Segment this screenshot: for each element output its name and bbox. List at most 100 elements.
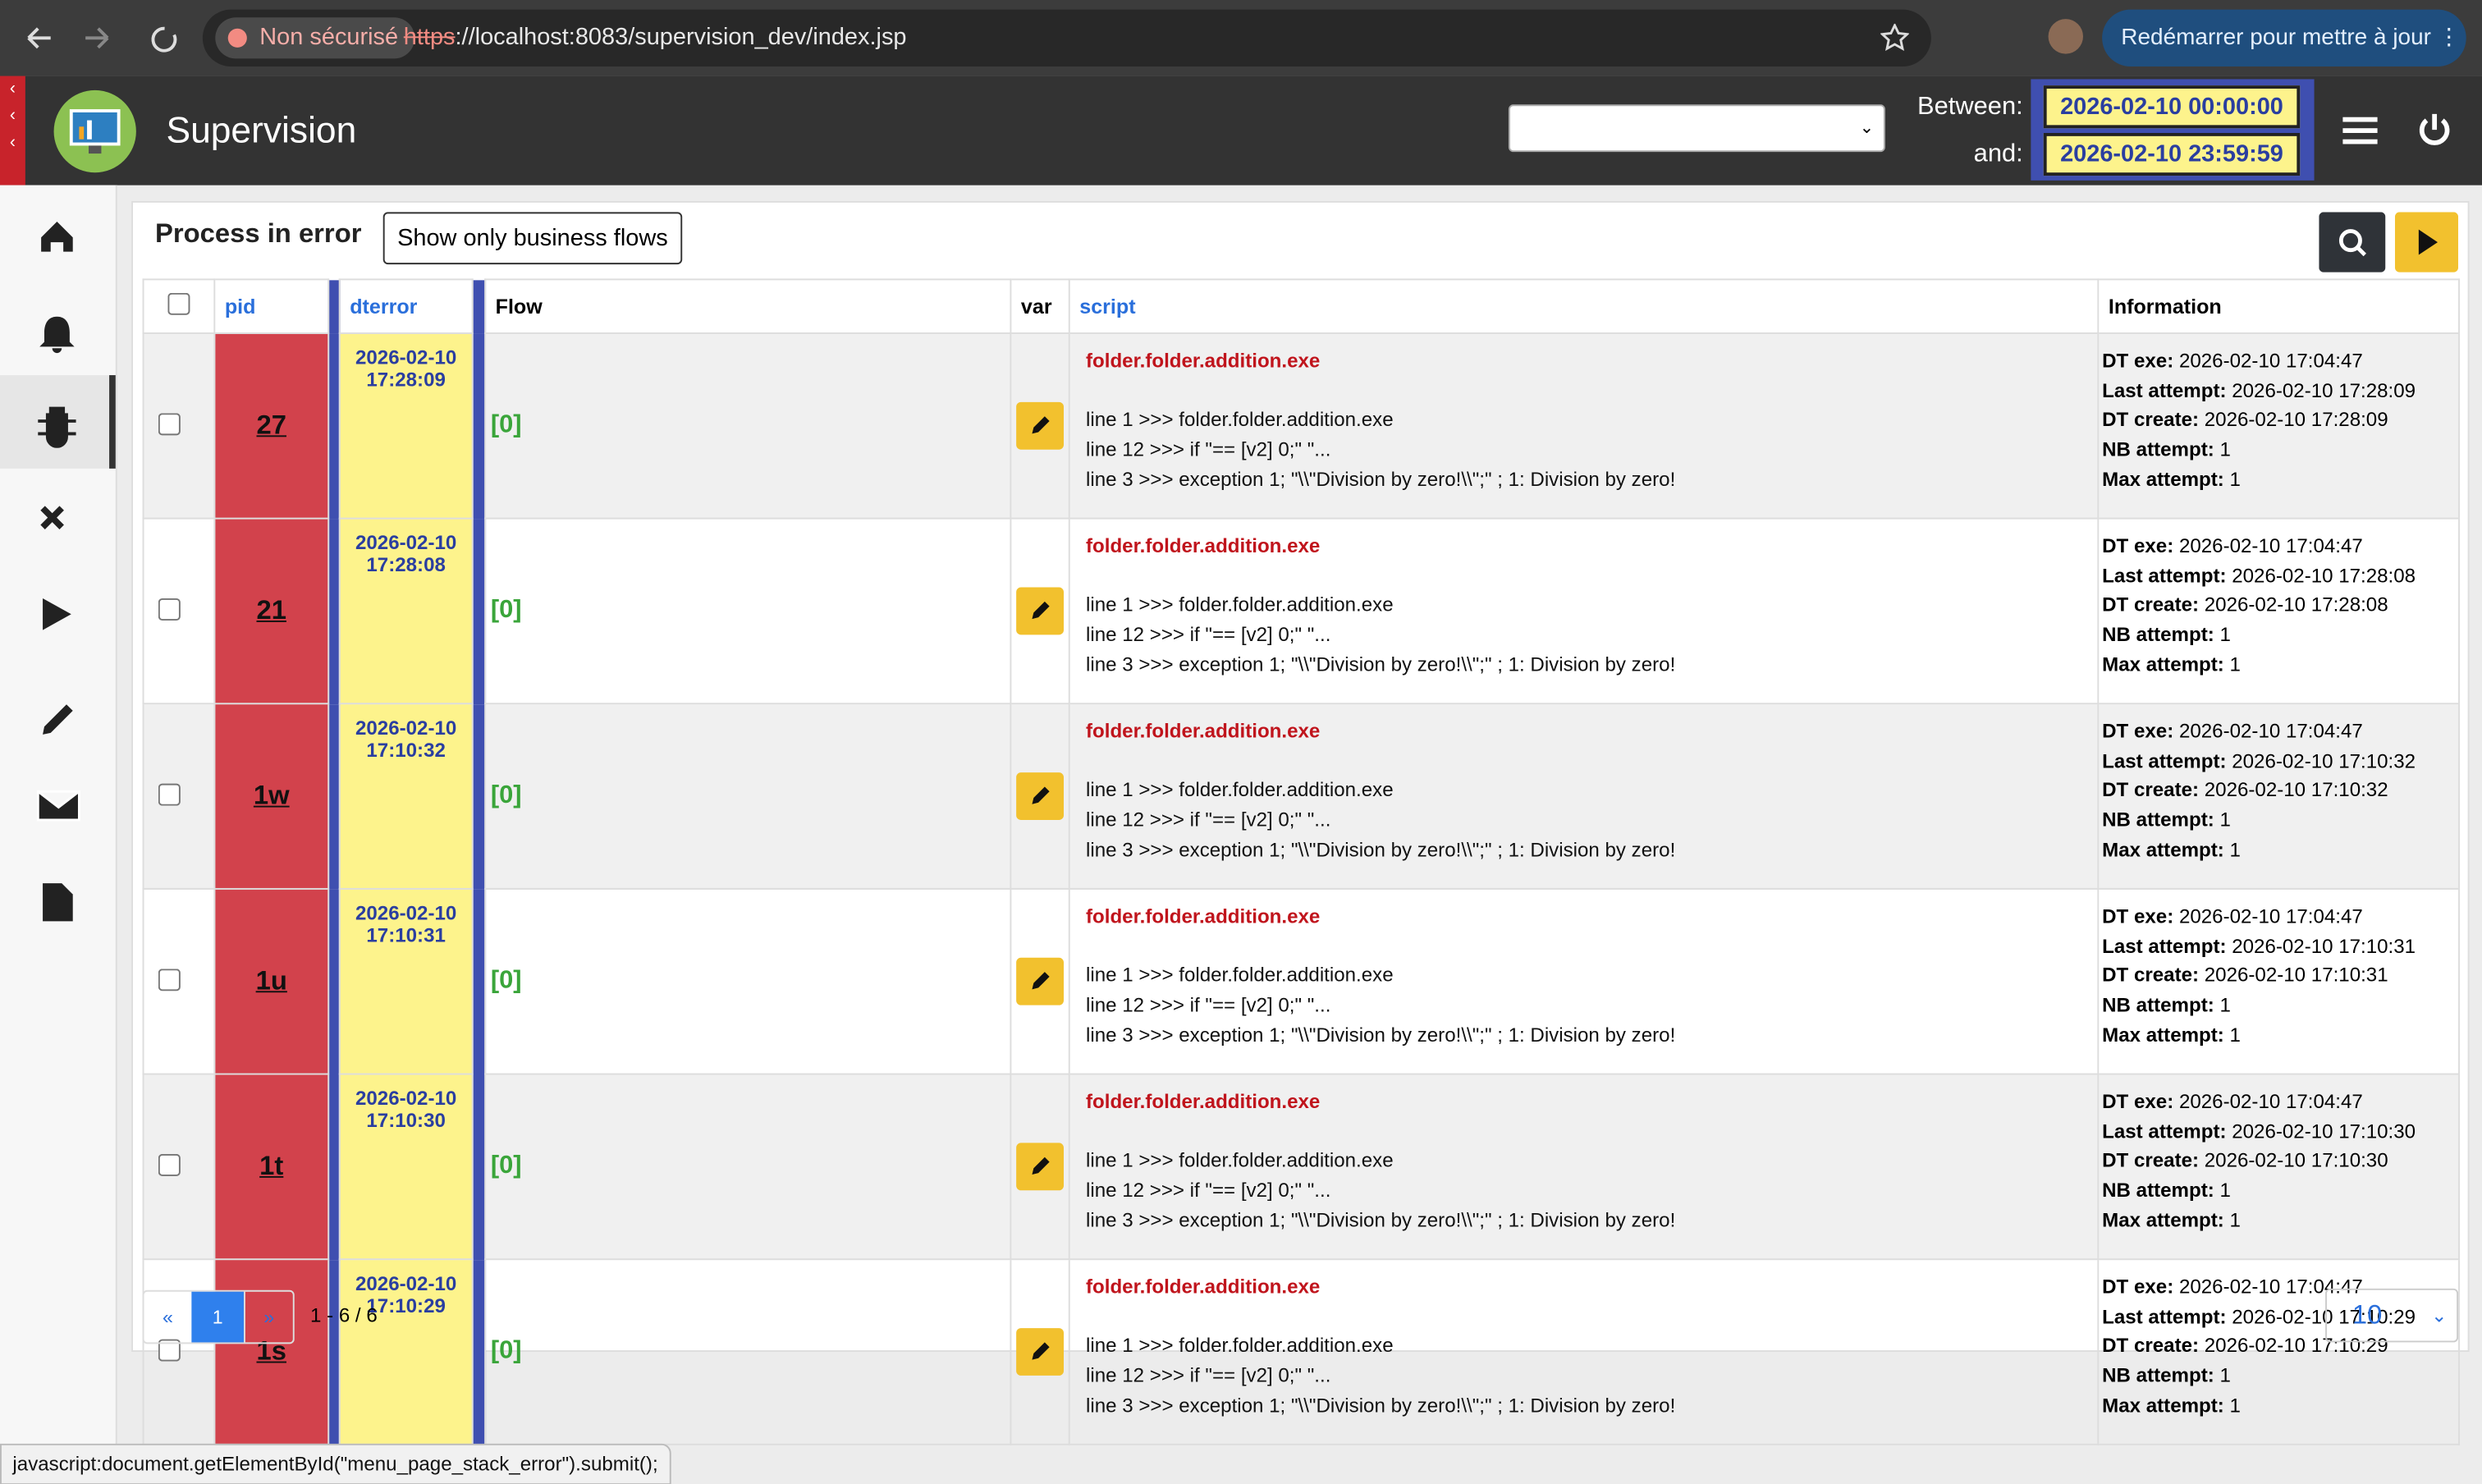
address-bar[interactable]: Non sécurisé https://localhost:8083/supe… (202, 9, 1931, 66)
var-cell (1010, 703, 1070, 890)
checkbox[interactable] (158, 968, 181, 991)
table-row: 27 2026-02-10 17:28:09 [0] folder.folder.ad… (142, 332, 2460, 520)
search-button[interactable] (2319, 212, 2386, 273)
security-chip[interactable]: Non sécurisé (215, 17, 414, 59)
info-value: 2026-02-10 17:28:09 (2204, 409, 2388, 432)
info-line: Max attempt: 1 (2102, 1391, 2455, 1421)
pencil-icon (1032, 786, 1050, 804)
info-value: 2026-02-10 17:04:47 (2178, 350, 2363, 373)
script-title: folder.folder.addition.exe (1085, 905, 1321, 928)
flow-select[interactable]: ⌄ (1508, 104, 1885, 153)
pid-cell[interactable]: 1t (213, 1073, 330, 1261)
row-divider (328, 518, 340, 704)
script-line: line 12 >>> if "== [v2] 0;" "... (1085, 808, 1331, 831)
row-divider (472, 518, 486, 704)
power-icon[interactable] (2416, 111, 2453, 149)
info-line: Max attempt: 1 (2102, 1206, 2455, 1235)
info-line: Max attempt: 1 (2102, 836, 2455, 865)
info-value: 1 (2229, 1209, 2241, 1232)
info-value: 1 (2229, 468, 2241, 491)
info-cell: DT exe: 2026-02-10 17:04:47 Last attempt:… (2097, 1073, 2460, 1261)
script-line: line 3 >>> exception 1; "\\"Division by … (1085, 1209, 1676, 1232)
var-cell (1010, 517, 1070, 705)
info-value: 2026-02-10 17:28:08 (2204, 593, 2388, 616)
edit-button[interactable] (1016, 1328, 1064, 1376)
pager: « 1 » (142, 1289, 295, 1344)
start-date[interactable]: 2026-02-10 00:00:00 (2043, 85, 2301, 129)
row-divider (328, 888, 340, 1074)
browser-toolbar: Non sécurisé https://localhost:8083/supe… (0, 0, 2482, 76)
row-divider (328, 332, 340, 519)
checkbox[interactable] (158, 1152, 181, 1175)
pencil-icon (1032, 972, 1050, 990)
checkbox[interactable] (158, 598, 181, 621)
pid-cell[interactable]: 1s (213, 1258, 330, 1445)
bookmark-star[interactable] (1880, 23, 1909, 53)
info-value: 2026-02-10 17:10:32 (2232, 749, 2416, 772)
checkbox[interactable] (167, 292, 190, 315)
edit-button[interactable] (1016, 401, 1064, 450)
avatar[interactable] (2048, 19, 2083, 54)
pid-cell[interactable]: 1w (213, 703, 330, 890)
checkbox[interactable] (158, 1338, 181, 1361)
info-line: Max attempt: 1 (2102, 650, 2455, 680)
info-label: DT create: (2102, 409, 2200, 432)
info-label: DT create: (2102, 1335, 2200, 1358)
script-line: line 12 >>> if "== [v2] 0;" "... (1085, 624, 1331, 647)
column-header[interactable]: script (1068, 278, 2100, 334)
dterror-cell: 2026-02-10 17:10:30 (338, 1073, 474, 1261)
column-header[interactable]: pid (213, 278, 330, 334)
pager-page[interactable]: 1 (191, 1291, 244, 1343)
info-value: 2026-02-10 17:04:47 (2178, 905, 2363, 928)
checkbox[interactable] (158, 782, 181, 805)
info-value: 2026-02-10 17:04:47 (2178, 1276, 2363, 1298)
script-cell: folder.folder.addition.exe line 1 >>> fol… (1068, 1258, 2100, 1445)
edit-button[interactable] (1016, 587, 1064, 635)
script-title: folder.folder.addition.exe (1085, 350, 1321, 373)
pid-cell[interactable]: 27 (213, 332, 330, 520)
info-label: NB attempt: (2102, 808, 2214, 831)
filter-button[interactable]: Show only business flows (382, 212, 683, 265)
script-line: line 1 >>> folder.folder.addition.exe (1085, 1335, 1394, 1358)
table-row: 1t 2026-02-10 17:10:30 [0] folder.folder.ad… (142, 1073, 2460, 1261)
edit-button[interactable] (1016, 957, 1064, 1005)
info-value: 2026-02-10 17:04:47 (2178, 720, 2363, 743)
column-header[interactable]: dterror (338, 278, 474, 334)
pid-cell[interactable]: 21 (213, 517, 330, 705)
menu-icon[interactable] (2342, 114, 2378, 146)
update-button[interactable]: Redémarrer pour mettre à jour ⋮ (2102, 9, 2466, 66)
column-divider (328, 279, 340, 333)
info-line: NB attempt: 1 (2102, 1362, 2455, 1391)
end-date[interactable]: 2026-02-10 23:59:59 (2043, 132, 2301, 176)
menu-icons[interactable] (32, 209, 86, 953)
info-line: DT create: 2026-02-10 17:28:08 (2102, 591, 2455, 621)
pager-next[interactable]: » (243, 1291, 293, 1343)
edit-button[interactable] (1016, 772, 1064, 820)
pager-prev[interactable]: « (162, 1306, 173, 1329)
page-size-select[interactable]: 10 ⌄ (2325, 1288, 2459, 1343)
pid-cell[interactable]: 1u (213, 887, 330, 1075)
pencil-icon (1032, 601, 1050, 620)
info-line: DT exe: 2026-02-10 17:04:47 (2102, 532, 2455, 561)
checkbox[interactable] (158, 412, 181, 435)
info-cell: DT exe: 2026-02-10 17:04:47 Last attempt:… (2097, 703, 2460, 890)
run-button[interactable] (2394, 212, 2459, 273)
select-cell (142, 887, 216, 1075)
info-value: 2026-02-10 17:04:47 (2178, 1090, 2363, 1113)
info-line: NB attempt: 1 (2102, 436, 2455, 465)
var-cell (1010, 1073, 1070, 1261)
edit-button[interactable] (1016, 1143, 1064, 1191)
script-line: line 3 >>> exception 1; "\\"Division by … (1085, 1024, 1676, 1047)
nav-buttons[interactable] (22, 22, 196, 54)
pencil-icon (1032, 1342, 1050, 1360)
info-value: 2026-02-10 17:28:08 (2232, 564, 2416, 587)
collapse-tab[interactable]: ‹ ‹ ‹ (0, 76, 25, 186)
info-label: DT create: (2102, 964, 2200, 987)
info-value: 1 (2229, 1024, 2241, 1047)
column-header: Flow (484, 278, 1012, 334)
script-cell: folder.folder.addition.exe line 1 >>> fol… (1068, 517, 2100, 705)
flow-cell: [0] (484, 1073, 1012, 1261)
info-line: DT exe: 2026-02-10 17:04:47 (2102, 346, 2455, 376)
dterror-cell: 2026-02-10 17:10:29 (338, 1258, 474, 1445)
flow-cell: [0] (484, 1258, 1012, 1445)
